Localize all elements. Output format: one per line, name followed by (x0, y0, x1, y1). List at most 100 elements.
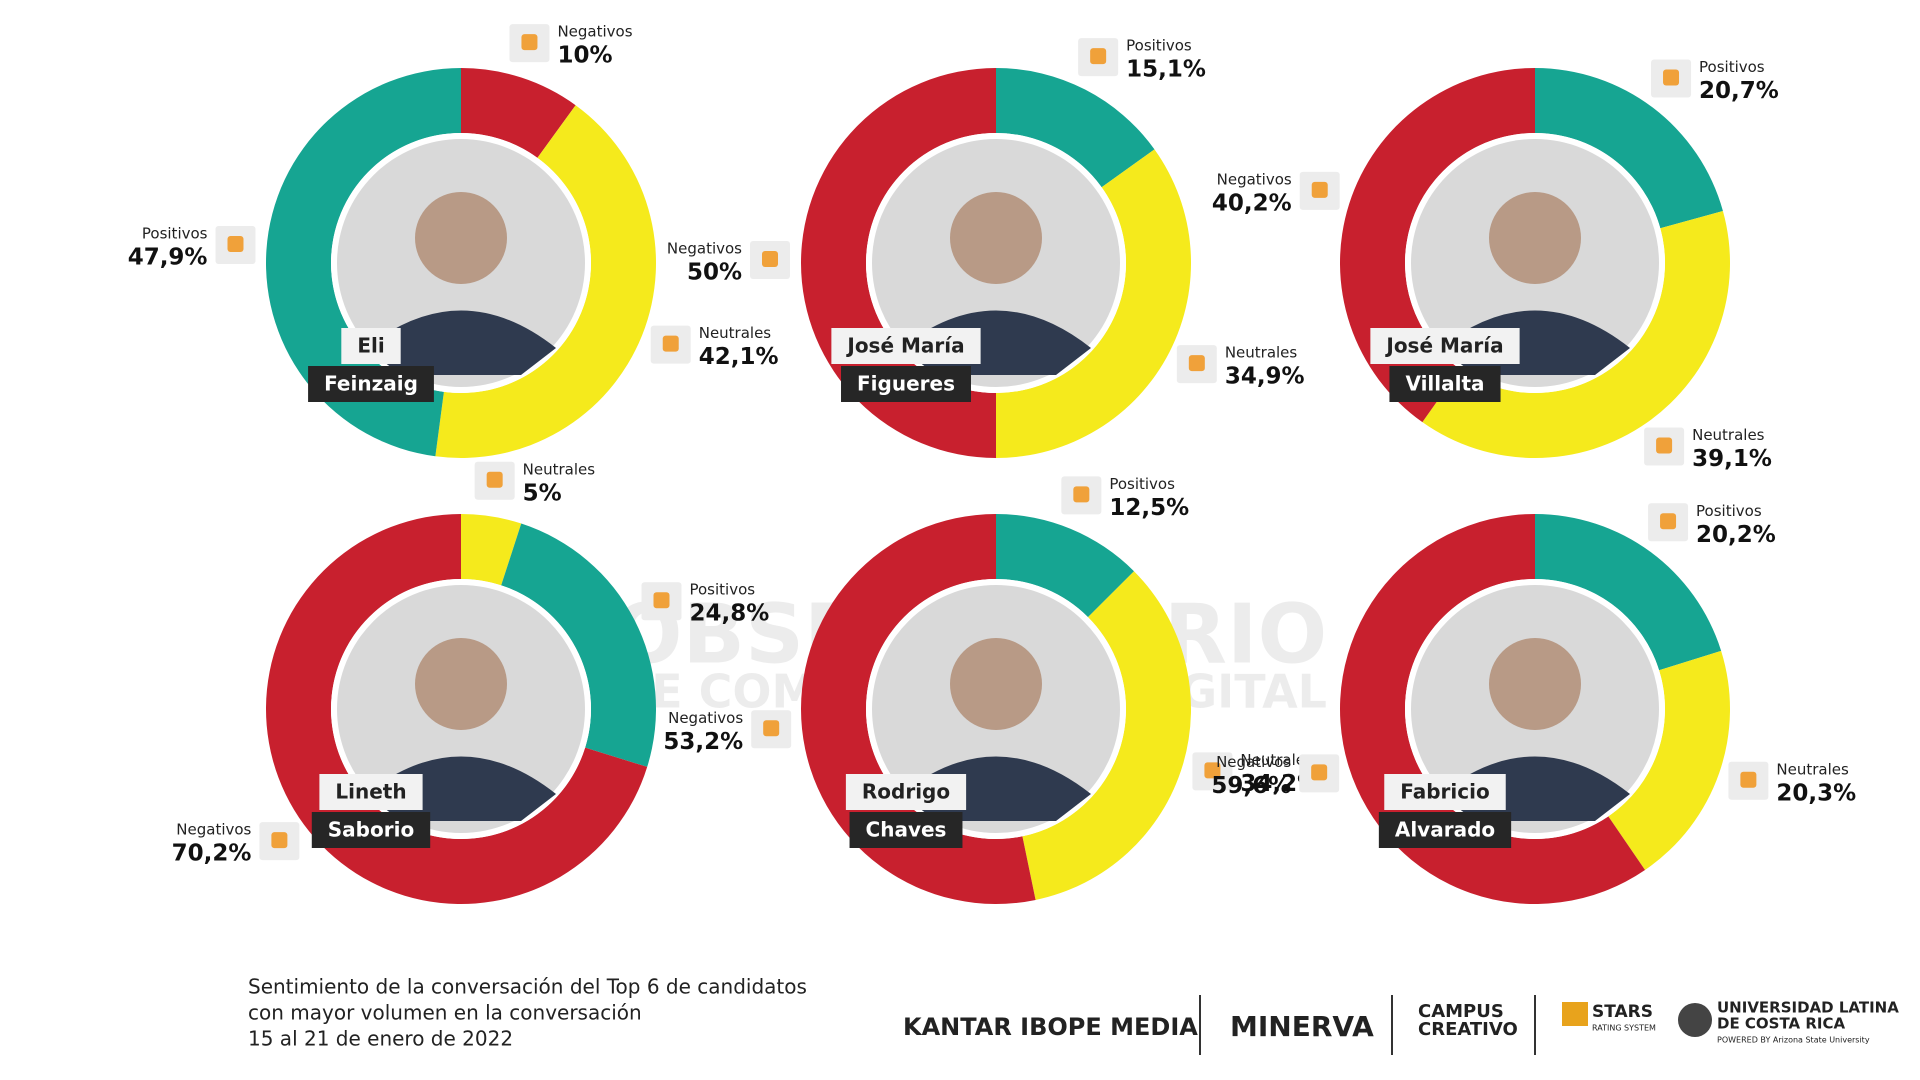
candidate-name: José María (1384, 334, 1503, 358)
name-box (341, 328, 401, 364)
value-label: 53,2% (663, 729, 743, 755)
value-label: 59,6% (1211, 773, 1291, 799)
value-label: 34,9% (1225, 364, 1305, 390)
donut-chart: Positivos 20,7% Neutrales 39,1% Negativos 40,… (1212, 58, 1779, 472)
photo-shoulders (366, 310, 556, 375)
candidate-name: Feinzaig (324, 372, 418, 396)
category-label: Neutrales (1692, 426, 1765, 444)
logo-campus: CREATIVO (1418, 1019, 1518, 1040)
category-label: Negativos (557, 23, 632, 41)
category-label: Neutrales (523, 460, 596, 478)
sentiment-icon-glyph (1090, 48, 1107, 65)
value-label: 39,1% (1692, 446, 1772, 472)
candidate-name: Eli (357, 334, 384, 358)
value-label: 20,7% (1699, 78, 1779, 104)
sentiment-icon-glyph (1663, 69, 1680, 86)
candidate-name: Lineth (335, 780, 406, 804)
donut-segment (996, 149, 1191, 458)
name-box (1378, 812, 1512, 848)
sentiment-icon-glyph (1204, 762, 1221, 779)
category-label: Positivos (1109, 475, 1175, 493)
name-box (845, 774, 967, 810)
candidate-name: Chaves (866, 818, 947, 842)
category-label: Positivos (1699, 58, 1765, 76)
category-label: Negativos (1217, 170, 1292, 188)
name-box (849, 812, 963, 848)
photo-head (415, 638, 507, 730)
donut-segment (461, 68, 576, 158)
sentiment-icon-glyph (1656, 437, 1673, 454)
caption-line: 15 al 21 de enero de 2022 (248, 1027, 513, 1051)
value-label: 20,2% (1696, 522, 1776, 548)
candidate-name: Rodrigo (862, 780, 950, 804)
sentiment-icon-glyph (1188, 355, 1205, 372)
value-label: 42,1% (699, 344, 779, 370)
logo-ulatina-sub: POWERED BY Arizona State University (1717, 1036, 1870, 1045)
logo-stars-sub: RATING SYSTEM (1592, 1024, 1656, 1033)
donut-chart: Positivos 20,2% Neutrales 20,3% Negativos 59,… (1211, 502, 1856, 904)
logos: KANTAR IBOPE MEDIA MINERVA CAMPUS CREATI… (903, 995, 1899, 1055)
name-box (1389, 366, 1501, 402)
globe-icon (1678, 1003, 1712, 1037)
logo-minerva: MINERVA (1230, 1010, 1374, 1043)
value-label: 12,5% (1109, 495, 1189, 521)
donut-segment (265, 68, 461, 457)
sentiment-icon-glyph (1311, 181, 1328, 198)
category-label: Negativos (1216, 753, 1291, 771)
donut-chart: Positivos12,5%Neutrales34,2%Negativos53,… (663, 475, 1320, 904)
qs-badge (1562, 1002, 1588, 1026)
donut-chart: Positivos 15,1% Neutrales 34,9% Negativos 50%… (667, 37, 1305, 458)
sentiment-icon-glyph (1660, 513, 1677, 530)
name-box (311, 812, 431, 848)
name-box (319, 774, 423, 810)
value-label: 24,8% (689, 601, 769, 627)
category-label: Neutrales (1776, 760, 1849, 778)
name-box (1370, 328, 1520, 364)
sentiment-icon-glyph (763, 720, 780, 737)
sentiment-icon-glyph (1311, 764, 1328, 781)
value-label: 50% (687, 260, 742, 286)
sentiment-icon-glyph (653, 592, 670, 609)
donut-chart: Negativos 10% Neutrales 42,1% Positivos 47,9%… (128, 23, 779, 459)
candidate-name: Figueres (857, 372, 955, 396)
candidate-name: Alvarado (1395, 818, 1495, 842)
name-box (308, 366, 434, 402)
candidate-name: José María (845, 334, 964, 358)
value-label: 5% (523, 480, 562, 506)
donut-segment (435, 105, 656, 459)
category-label: Positivos (689, 581, 755, 599)
photo-head (1489, 192, 1581, 284)
donut-segment (501, 523, 657, 767)
category-label: Negativos (176, 821, 251, 839)
donut-segment (1022, 571, 1192, 900)
photo-head (950, 192, 1042, 284)
caption-line: Sentimiento de la conversación del Top 6… (248, 975, 807, 999)
category-label: Negativos (667, 240, 742, 258)
candidate-name: Villalta (1405, 372, 1484, 396)
category-label: Positivos (1126, 37, 1192, 55)
donut-chart: Neutrales 5% Positivos 24,8% Negativos 70,2% L… (172, 460, 769, 904)
logo-stars: STARS (1592, 1002, 1653, 1022)
logo-ulatina: DE COSTA RICA (1717, 1015, 1846, 1033)
donut-segment (1608, 650, 1730, 871)
sentiment-icon-glyph (271, 832, 288, 849)
logo-campus: CAMPUS (1418, 1001, 1504, 1022)
sentiment-icon-glyph (521, 34, 538, 51)
value-label: 47,9% (128, 244, 208, 270)
value-label: 15,1% (1126, 57, 1206, 83)
sentiment-icon-glyph (762, 251, 778, 267)
caption-line: con mayor volumen en la conversación (248, 1001, 642, 1025)
donut-segment (996, 68, 1155, 188)
category-label: Negativos (668, 709, 743, 727)
candidate-name: Saborio (328, 818, 414, 842)
value-label: 20,3% (1776, 780, 1856, 806)
donut-segment (1535, 514, 1722, 671)
sentiment-icon-glyph (1740, 771, 1757, 788)
name-box (831, 328, 981, 364)
logo-kantar: KANTAR IBOPE MEDIA (903, 1013, 1198, 1041)
category-label: Neutrales (1225, 344, 1298, 362)
sentiment-icon-glyph (227, 235, 244, 252)
value-label: 10% (557, 43, 612, 69)
sentiment-icon-glyph (1073, 486, 1090, 503)
